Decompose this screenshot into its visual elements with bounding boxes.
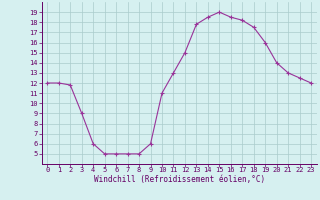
X-axis label: Windchill (Refroidissement éolien,°C): Windchill (Refroidissement éolien,°C) (94, 175, 265, 184)
